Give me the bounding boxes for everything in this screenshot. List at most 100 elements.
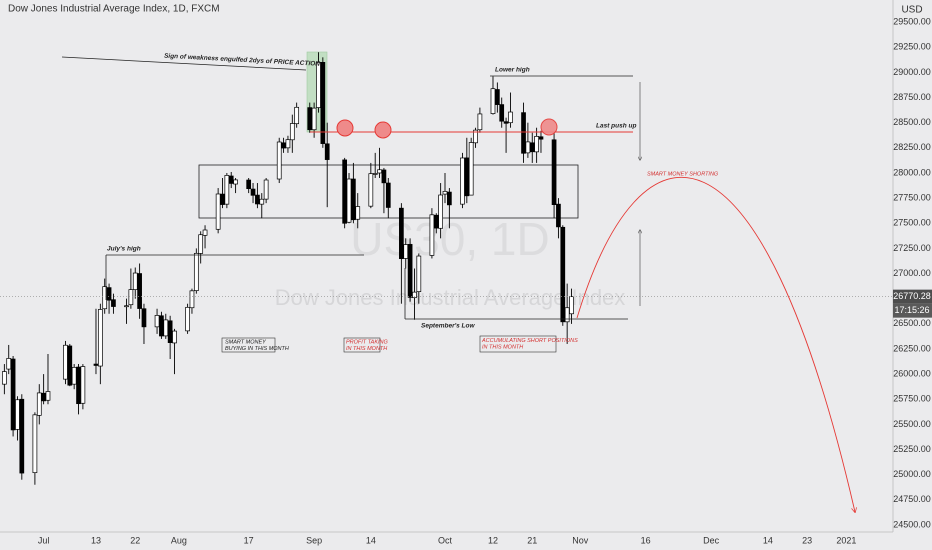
candle-body <box>228 175 234 184</box>
x-tick-label: 16 <box>641 535 651 545</box>
candle-body <box>132 272 138 290</box>
candle-body <box>416 255 422 292</box>
y-tick-label: 29000.00 <box>893 67 931 77</box>
y-tick-label: 25250.00 <box>893 444 931 454</box>
candle-body <box>246 179 252 190</box>
x-tick-label: 2021 <box>836 535 856 545</box>
x-tick-label: Sep <box>306 535 322 545</box>
candle-body <box>447 191 452 206</box>
y-tick-label: 27000.00 <box>893 268 931 278</box>
candle-body <box>233 179 238 185</box>
y-axis-label: USD <box>901 5 922 16</box>
candle-body <box>324 143 330 160</box>
candle-body <box>137 273 142 309</box>
y-tick-label: 25000.00 <box>893 469 931 479</box>
chart-title: Dow Jones Industrial Average Index, 1D, … <box>8 4 220 15</box>
candles <box>2 52 574 485</box>
candle-body <box>538 136 544 140</box>
candle-body <box>355 206 361 220</box>
candle-body <box>464 157 470 197</box>
x-tick-label: 14 <box>366 535 376 545</box>
candle-body <box>93 363 99 366</box>
candle-body <box>220 193 225 205</box>
candle-body <box>67 345 73 386</box>
candle-body <box>385 182 391 208</box>
candle-body <box>499 104 505 122</box>
x-tick-label: Jul <box>38 535 50 545</box>
candle-body <box>460 157 465 205</box>
candle-body <box>285 139 291 149</box>
candle-body <box>564 307 570 323</box>
candle-body <box>102 286 108 310</box>
y-tick-label: 25500.00 <box>893 419 931 429</box>
candle-body <box>41 392 46 402</box>
candle-body <box>525 141 531 154</box>
candle-body <box>529 142 535 153</box>
shorting-note: SMART MONEY SHORTING <box>647 171 719 177</box>
countdown-box <box>893 303 932 318</box>
candle-body <box>508 111 513 124</box>
candle-body <box>403 244 409 259</box>
last-push-note: Last push up <box>596 123 636 130</box>
candle-body <box>215 193 221 230</box>
candle-body <box>346 178 352 223</box>
candle-body <box>521 112 526 154</box>
candle-body <box>128 289 134 306</box>
candle-body <box>189 290 195 309</box>
candle-body <box>473 129 478 144</box>
candle-body <box>263 179 269 200</box>
candle-body <box>560 226 566 323</box>
candle-body <box>154 315 160 328</box>
candle-body <box>534 136 539 153</box>
y-tick-label: 28250.00 <box>893 142 931 152</box>
candle-body <box>399 207 404 260</box>
candle-body <box>63 344 68 380</box>
candle-body <box>19 398 25 474</box>
box-note: PROFIT TAKING <box>346 339 388 345</box>
x-tick-label: 13 <box>91 535 101 545</box>
y-tick-label: 26000.00 <box>893 368 931 378</box>
candle-body <box>381 169 387 184</box>
candle-body <box>76 366 81 405</box>
y-tick-label: 28750.00 <box>893 92 931 102</box>
candle-body <box>10 358 16 431</box>
candle-body <box>372 173 378 175</box>
candle-body <box>259 198 265 205</box>
note-box <box>221 337 276 353</box>
y-tick-label: 29250.00 <box>893 42 931 52</box>
candle-body <box>250 188 256 196</box>
candle-body <box>342 159 348 224</box>
last-price-box <box>893 289 932 304</box>
x-tick-label: Nov <box>572 535 589 545</box>
projection-curve <box>576 176 855 512</box>
september-low-note: September's Low <box>421 323 476 330</box>
candle-body <box>503 121 509 124</box>
candle-body <box>429 214 435 256</box>
candle-body <box>477 113 483 131</box>
y-tick-label: 24750.00 <box>893 494 931 504</box>
candle-body <box>185 306 190 332</box>
candle-body <box>281 142 286 149</box>
candle-body <box>551 139 557 206</box>
candle-body <box>124 305 129 308</box>
marker-circle <box>336 119 354 137</box>
candle-body <box>276 141 282 180</box>
y-tick-label: 27750.00 <box>893 192 931 202</box>
watermark-symbol: US30, 1D <box>350 213 549 265</box>
x-tick-label: 23 <box>802 535 812 545</box>
candle-body <box>97 309 103 367</box>
candle-body <box>320 62 326 144</box>
weakness-line <box>61 56 307 71</box>
x-tick-label: Oct <box>438 535 453 545</box>
julys-high-note: July's high <box>107 246 141 253</box>
x-tick-label: 21 <box>527 535 537 545</box>
countdown-label: 17:15:26 <box>894 305 929 315</box>
y-tick-label: 25750.00 <box>893 394 931 404</box>
lower-high-note: Lower high <box>495 67 530 74</box>
candle-body <box>311 107 317 131</box>
y-tick-label: 27250.00 <box>893 243 931 253</box>
note-box <box>479 335 557 353</box>
candle-body <box>111 299 116 307</box>
